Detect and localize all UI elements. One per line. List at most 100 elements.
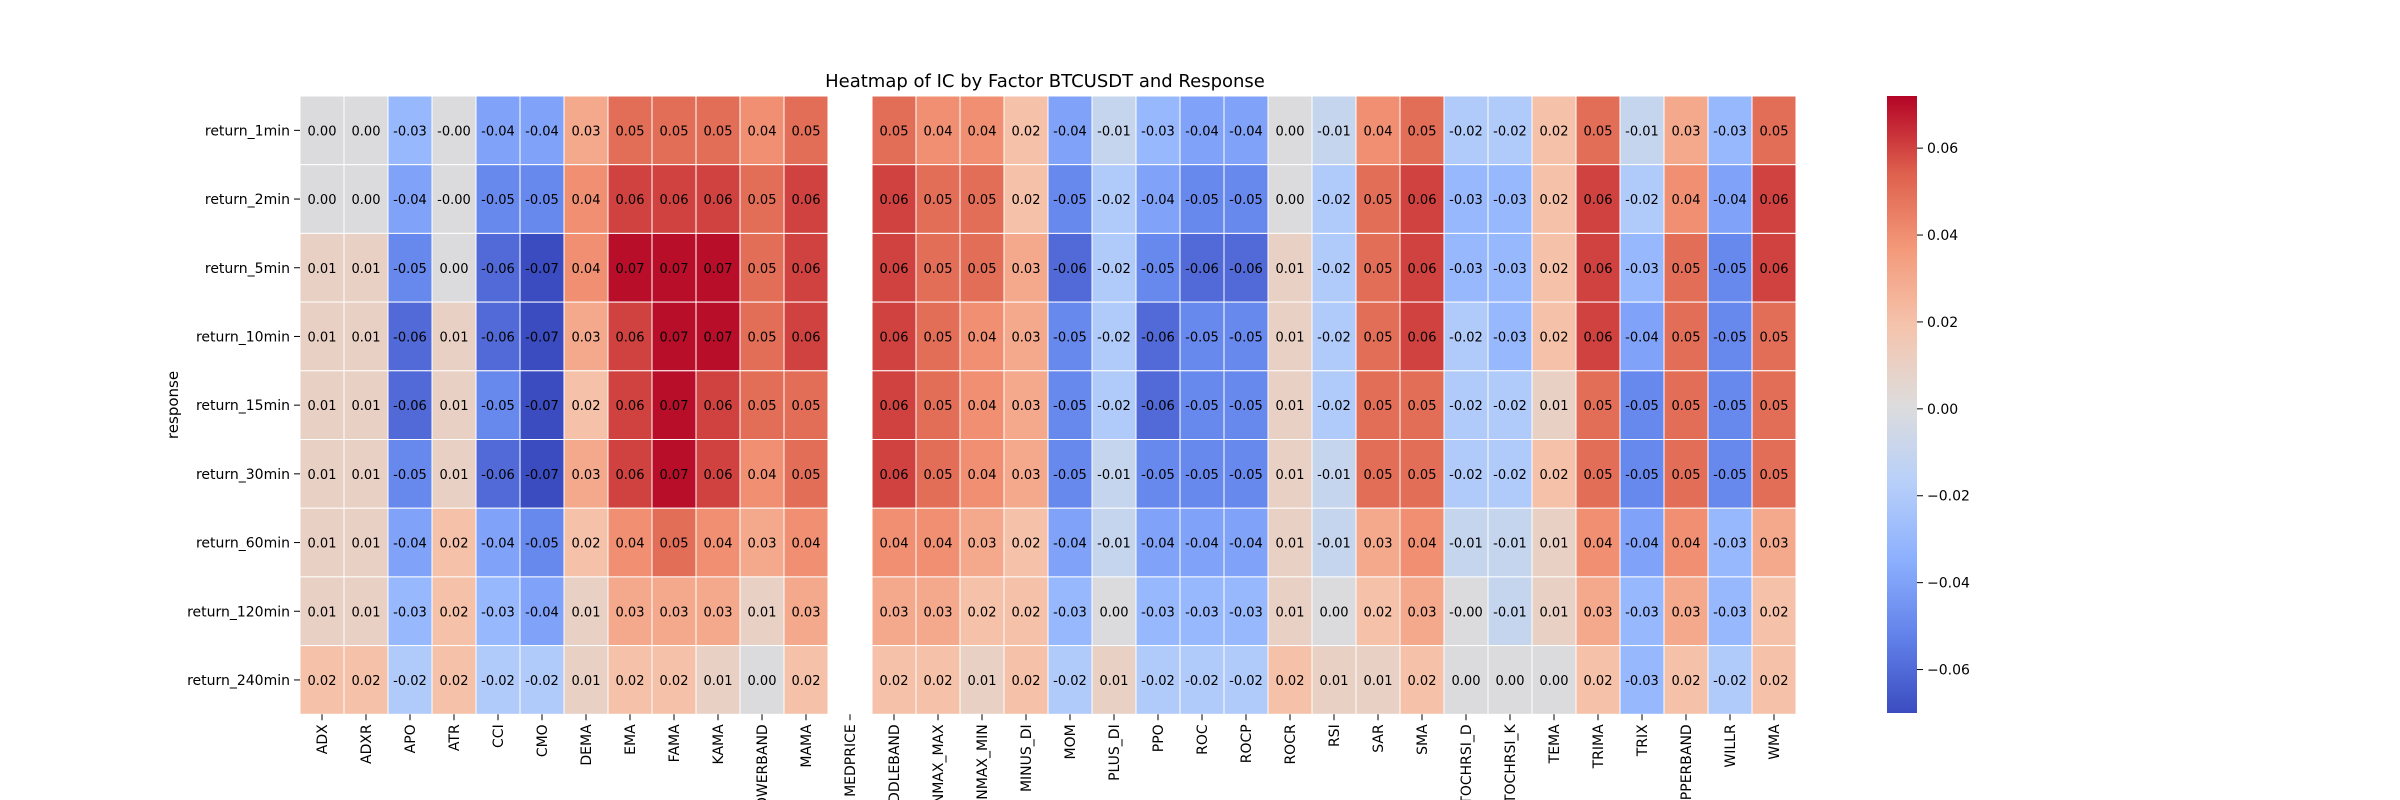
heatmap-cell [1355,507,1401,578]
cell-value-label: 0.02 [924,674,953,689]
column-label: WILLR [1723,724,1739,768]
cell-value-label: 0.07 [704,330,733,345]
cell-value-label: 0.02 [1012,537,1041,552]
cell-value-label: 0.04 [924,124,953,139]
heatmap-cell [695,232,741,303]
heatmap-cell [1399,576,1445,647]
heatmap-cell [1707,645,1753,715]
heatmap-cell [739,439,785,509]
heatmap-cell [1311,164,1357,234]
heatmap-cell [519,576,565,647]
heatmap-cell [1399,370,1445,440]
cell-value-label: 0.05 [704,124,733,139]
cell-value-label: 0.06 [1408,262,1437,277]
cell-value-label: -0.06 [1141,330,1175,345]
cell-value-label: 0.04 [1364,124,1393,139]
heatmap-cell [1267,507,1313,578]
cell-value-label: -0.03 [1141,124,1175,139]
cell-value-label: 0.05 [1760,330,1789,345]
cell-value-label: -0.02 [1449,330,1483,345]
heatmap-cell [299,95,345,166]
heatmap-cell [695,507,741,578]
heatmap-cell [1399,301,1445,372]
heatmap-cell [431,576,477,647]
cell-value-label: -0.03 [393,124,427,139]
column-label: CCI [491,724,507,748]
heatmap-cell [607,301,653,372]
cell-value-label: -0.01 [1625,124,1659,139]
cell-value-label: -0.05 [1185,330,1219,345]
cell-value-label: -0.05 [1229,330,1263,345]
heatmap-cell [1179,164,1225,234]
cell-value-label: -0.01 [1493,605,1527,620]
cell-value-label: -0.01 [1097,468,1131,483]
cell-value-label: 0.06 [792,262,821,277]
heatmap-cell [1267,232,1313,303]
cell-value-label: -0.04 [1053,537,1087,552]
heatmap-cell [1707,439,1753,509]
cell-value-label: -0.05 [481,193,515,208]
heatmap-cell [1487,645,1533,715]
cell-value-label: -0.05 [1053,399,1087,414]
cell-value-label: -0.05 [1229,468,1263,483]
cell-value-label: -0.06 [1229,262,1263,277]
cell-value-label: 0.00 [440,262,469,277]
heatmap-cell [1091,576,1137,647]
heatmap-cell [607,95,653,166]
cell-value-label: -0.05 [1185,193,1219,208]
heatmap-cell [1399,95,1445,166]
heatmap-cell [1047,301,1093,372]
cell-value-label: 0.00 [1320,605,1349,620]
heatmap-cell [1619,645,1665,715]
cell-value-label: 0.01 [1540,399,1569,414]
cell-value-label: -0.05 [1625,399,1659,414]
heatmap-cell [783,370,829,440]
row-label: return_2min [205,192,290,208]
cell-value-label: 0.01 [352,330,381,345]
cell-value-label: 0.02 [1540,124,1569,139]
cell-value-label: 0.03 [572,330,601,345]
cell-value-label: 0.00 [352,124,381,139]
heatmap-cell [343,645,389,715]
colorbar-tick-label: 0.06 [1927,141,1958,157]
cell-value-label: 0.01 [1320,674,1349,689]
heatmap-cell [959,576,1005,647]
cell-value-label: 0.02 [792,674,821,689]
heatmap-cell [343,370,389,440]
cell-value-label: -0.04 [1053,124,1087,139]
column-label: ROCP [1239,724,1255,763]
row-label: return_15min [196,398,290,414]
cell-value-label: -0.04 [1713,193,1747,208]
column-label: MINUS_DI [1019,724,1035,792]
cell-value-label: 0.01 [1276,605,1305,620]
cell-value-label: 0.01 [1276,262,1305,277]
cell-value-label: -0.07 [525,468,559,483]
cell-value-label: 0.02 [1760,605,1789,620]
heatmap-cell [1091,439,1137,509]
column-label: ADXR [359,724,375,764]
cell-value-label: 0.05 [748,330,777,345]
cell-value-label: -0.04 [1625,537,1659,552]
heatmap-cell [871,439,917,509]
heatmap-cell [959,370,1005,440]
cell-value-label: 0.05 [1672,262,1701,277]
cell-value-label: 0.02 [308,674,337,689]
cell-value-label: 0.05 [1364,330,1393,345]
cell-value-label: 0.05 [1760,399,1789,414]
cell-value-label: -0.00 [437,124,471,139]
heatmap-cell [343,95,389,166]
heatmap-cell [1135,301,1181,372]
cell-value-label: 0.01 [1540,605,1569,620]
column-label: MINMAX_MIN [975,724,991,800]
heatmap-cell [1355,301,1401,372]
heatmap-cell [1751,370,1797,440]
heatmap-cell [1663,370,1709,440]
heatmap-cell [651,164,697,234]
cell-value-label: -0.02 [1141,674,1175,689]
cell-value-label: 0.04 [1408,537,1437,552]
column-labels: ADX ADXR APO ATR CCI CMO DEMA EMA FAMA KAMA LOWERB… [315,714,1783,800]
heatmap-cell [1443,439,1489,509]
heatmap-cell [915,370,961,440]
cell-value-label: -0.03 [1625,674,1659,689]
heatmap-cell [1091,95,1137,166]
